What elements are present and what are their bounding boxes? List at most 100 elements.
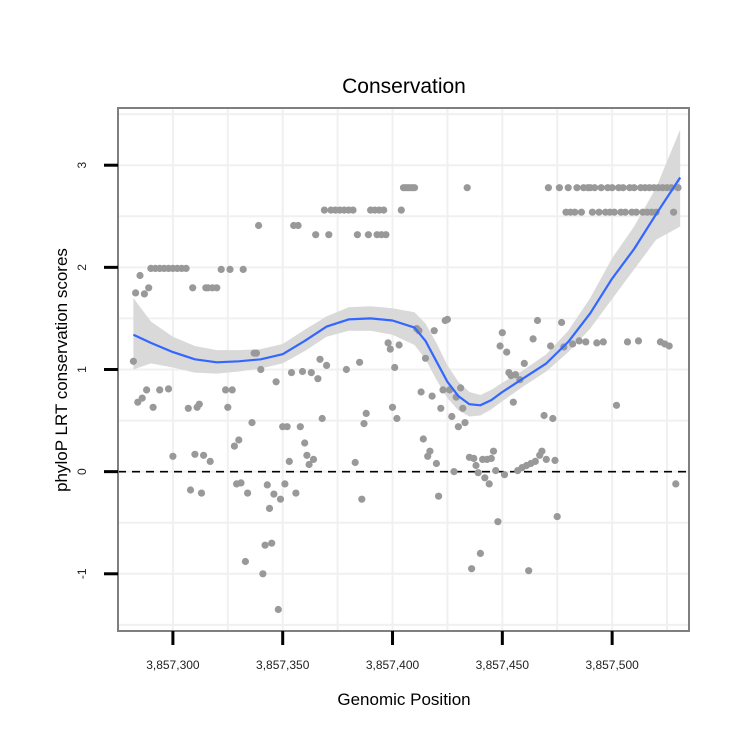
data-point bbox=[417, 388, 425, 396]
data-point bbox=[593, 339, 601, 347]
data-point bbox=[224, 403, 232, 411]
data-point bbox=[303, 451, 311, 459]
data-point bbox=[575, 337, 583, 345]
data-point bbox=[164, 385, 173, 393]
data-point bbox=[325, 231, 333, 239]
data-point bbox=[342, 365, 350, 374]
data-point bbox=[439, 386, 447, 394]
smooth-line bbox=[132, 176, 682, 407]
data-point bbox=[252, 349, 260, 357]
data-point bbox=[261, 541, 269, 549]
data-point bbox=[520, 359, 528, 367]
data-point bbox=[503, 348, 511, 356]
data-point bbox=[186, 486, 195, 494]
data-point bbox=[476, 549, 484, 558]
data-point bbox=[564, 184, 572, 192]
y-tick-label: -1 bbox=[75, 568, 89, 579]
data-point bbox=[309, 455, 318, 463]
data-point bbox=[582, 338, 590, 346]
data-point bbox=[634, 337, 643, 345]
data-point bbox=[323, 361, 331, 369]
data-point bbox=[533, 316, 542, 325]
y-tick-label: 0 bbox=[75, 468, 89, 475]
data-point bbox=[612, 401, 621, 409]
data-point bbox=[298, 367, 307, 376]
data-point bbox=[492, 467, 500, 475]
data-point bbox=[555, 184, 564, 192]
data-point bbox=[138, 394, 146, 402]
data-point bbox=[268, 539, 276, 547]
data-point bbox=[265, 504, 274, 512]
data-point bbox=[235, 436, 243, 444]
data-point bbox=[391, 363, 399, 372]
smooth-curve bbox=[132, 176, 682, 407]
data-point bbox=[318, 414, 326, 423]
y-tick-label: 1 bbox=[75, 366, 89, 373]
y-tick-label: 3 bbox=[75, 162, 89, 169]
data-point bbox=[360, 420, 368, 428]
data-point bbox=[511, 371, 520, 379]
data-point bbox=[301, 439, 309, 447]
data-point bbox=[353, 231, 361, 239]
data-point bbox=[459, 404, 467, 412]
data-point bbox=[255, 221, 263, 230]
data-point bbox=[362, 409, 370, 417]
data-point bbox=[382, 231, 390, 239]
data-point bbox=[140, 290, 148, 298]
data-point bbox=[509, 398, 517, 406]
data-point bbox=[244, 489, 252, 497]
chart-title: Conservation bbox=[342, 75, 466, 98]
data-point bbox=[415, 327, 423, 335]
data-point bbox=[296, 423, 304, 431]
data-point bbox=[272, 378, 280, 386]
data-point bbox=[529, 335, 537, 343]
data-point bbox=[525, 567, 533, 575]
data-point bbox=[169, 452, 177, 460]
data-point bbox=[351, 458, 359, 467]
data-point bbox=[558, 318, 566, 327]
data-point bbox=[599, 338, 607, 346]
data-point bbox=[410, 184, 419, 192]
data-point bbox=[358, 495, 366, 503]
data-point bbox=[542, 455, 550, 463]
data-point bbox=[591, 184, 599, 192]
data-point bbox=[632, 208, 640, 216]
data-point bbox=[145, 284, 153, 292]
data-point bbox=[292, 489, 300, 497]
data-point bbox=[450, 468, 458, 476]
data-point bbox=[230, 442, 238, 450]
data-point bbox=[393, 414, 401, 423]
x-tick-label: 3,857,300 bbox=[146, 658, 200, 672]
data-point bbox=[623, 338, 632, 346]
data-point bbox=[571, 208, 579, 216]
y-tick-label: 2 bbox=[75, 264, 89, 271]
data-point bbox=[577, 208, 586, 216]
x-tick-label: 3,857,350 bbox=[256, 658, 310, 672]
data-point bbox=[621, 208, 629, 216]
data-point bbox=[200, 451, 208, 459]
data-point bbox=[314, 375, 322, 383]
data-point bbox=[608, 184, 616, 192]
data-point bbox=[182, 264, 190, 272]
data-point bbox=[481, 474, 489, 482]
data-point bbox=[595, 208, 603, 216]
data-point bbox=[239, 265, 247, 273]
data-point bbox=[544, 184, 553, 192]
data-point bbox=[285, 457, 293, 465]
data-point bbox=[489, 447, 498, 455]
x-tick-label: 3,857,400 bbox=[366, 658, 420, 672]
data-point bbox=[485, 480, 493, 488]
data-point bbox=[437, 404, 445, 412]
data-point bbox=[386, 345, 394, 353]
data-point bbox=[421, 354, 430, 362]
data-point bbox=[388, 403, 397, 411]
data-point bbox=[191, 450, 199, 458]
data-point bbox=[448, 412, 456, 421]
data-point bbox=[316, 355, 324, 363]
data-point bbox=[419, 435, 427, 443]
data-point bbox=[228, 386, 236, 394]
data-point bbox=[320, 206, 328, 214]
data-point bbox=[468, 565, 476, 573]
data-point bbox=[395, 341, 403, 349]
